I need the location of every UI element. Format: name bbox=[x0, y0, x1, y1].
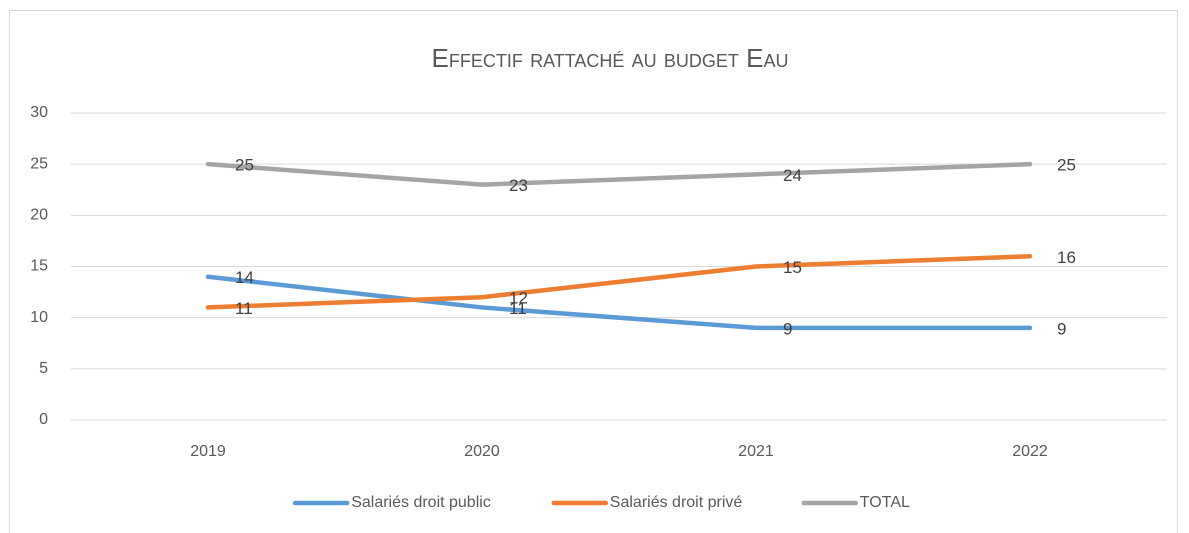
x-tick-label: 2021 bbox=[738, 443, 774, 460]
x-tick-label: 2022 bbox=[1012, 443, 1048, 460]
legend-label: TOTAL bbox=[860, 494, 910, 511]
data-label: 9 bbox=[783, 319, 792, 338]
series-line bbox=[205, 161, 1033, 187]
y-tick-label: 25 bbox=[30, 155, 48, 172]
data-label: 14 bbox=[235, 268, 254, 287]
data-label: 11 bbox=[235, 299, 253, 318]
legend-label: Salariés droit privé bbox=[610, 494, 743, 511]
data-label: 23 bbox=[509, 176, 528, 195]
x-tick-label: 2019 bbox=[190, 443, 226, 460]
data-label: 15 bbox=[783, 258, 802, 277]
y-tick-label: 0 bbox=[39, 411, 48, 428]
series-line bbox=[205, 254, 1033, 310]
legend-label: Salariés droit public bbox=[351, 494, 491, 511]
chart-title: Effectif rattaché au budget Eau bbox=[432, 43, 789, 73]
y-tick-label: 30 bbox=[30, 104, 48, 121]
data-label: 25 bbox=[1057, 156, 1076, 175]
data-label: 9 bbox=[1057, 319, 1066, 338]
data-label: 24 bbox=[783, 166, 802, 185]
series-line bbox=[205, 274, 1033, 331]
x-tick-label: 2020 bbox=[464, 443, 500, 460]
data-label: 16 bbox=[1057, 248, 1076, 267]
data-label: 12 bbox=[509, 289, 528, 308]
y-tick-label: 15 bbox=[30, 258, 48, 275]
chart-frame bbox=[9, 10, 1178, 533]
y-tick-label: 5 bbox=[39, 360, 48, 377]
data-label: 11 bbox=[509, 299, 527, 318]
data-label: 25 bbox=[235, 156, 254, 175]
y-tick-label: 20 bbox=[30, 207, 48, 224]
y-tick-label: 10 bbox=[30, 309, 48, 326]
